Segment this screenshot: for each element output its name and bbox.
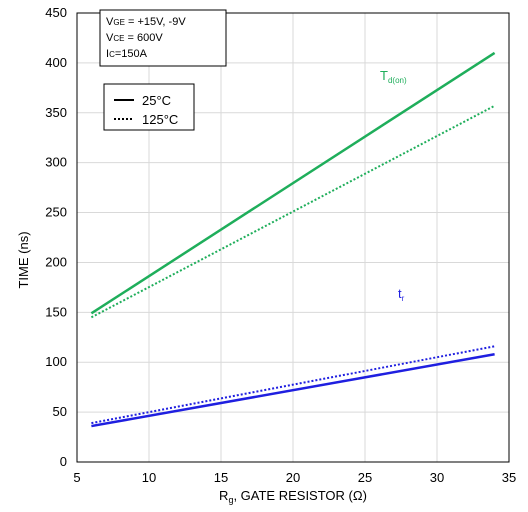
x-tick-labels: 5 10 15 20 25 30 35 <box>73 470 516 485</box>
x-tick-label: 20 <box>286 470 300 485</box>
legend-label-25c: 25°C <box>142 93 171 108</box>
x-tick-label: 15 <box>214 470 228 485</box>
x-tick-label: 25 <box>358 470 372 485</box>
x-tick-label: 30 <box>430 470 444 485</box>
y-tick-label: 300 <box>45 155 67 170</box>
condition-vce: VCE = 600V <box>106 32 163 44</box>
x-tick-label: 10 <box>142 470 156 485</box>
y-tick-label: 400 <box>45 55 67 70</box>
annotation-tr: tr <box>398 286 405 303</box>
y-axis-label: TIME (ns) <box>16 231 31 288</box>
annotation-td-on: Td(on) <box>380 68 407 85</box>
condition-vge: VGE = +15V, -9V <box>106 16 186 28</box>
series-line-2 <box>91 353 495 428</box>
y-tick-label: 50 <box>53 404 67 419</box>
y-tick-label: 0 <box>60 454 67 469</box>
x-tick-label: 35 <box>502 470 516 485</box>
series-layer <box>90 51 496 428</box>
y-tick-label: 150 <box>45 304 67 319</box>
y-tick-label: 200 <box>45 254 67 269</box>
condition-ic: IC=150A <box>106 48 148 60</box>
y-tick-label: 350 <box>45 105 67 120</box>
plot-frame <box>76 12 510 463</box>
series-line-3 <box>91 345 495 425</box>
series-line-0 <box>90 51 496 315</box>
conditions-box: VGE = +15V, -9V VCE = 600V IC=150A <box>99 9 227 67</box>
legend-label-125c: 125°C <box>142 112 178 127</box>
grid <box>76 12 510 463</box>
y-tick-label: 250 <box>45 205 67 220</box>
y-tick-label: 100 <box>45 354 67 369</box>
y-tick-label: 450 <box>45 5 67 20</box>
y-tick-labels: 0 50 100 150 200 250 300 350 400 450 <box>45 5 67 469</box>
legend: 25°C 125°C <box>103 83 195 131</box>
x-axis-label: Rg, GATE RESISTOR (Ω) <box>219 488 367 505</box>
x-tick-label: 5 <box>73 470 80 485</box>
